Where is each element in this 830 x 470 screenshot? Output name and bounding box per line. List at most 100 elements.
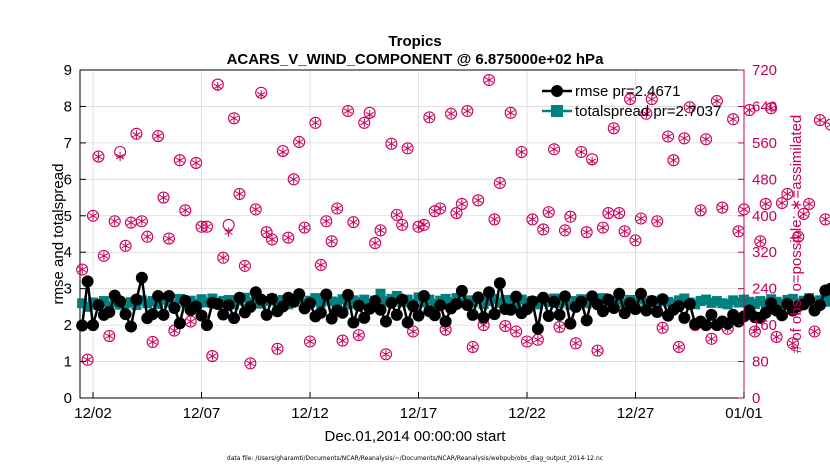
rmse-marker bbox=[483, 286, 496, 299]
totalspread-marker bbox=[787, 293, 798, 304]
totalspread-marker bbox=[326, 296, 337, 307]
rmse-marker bbox=[542, 310, 555, 322]
obs-possible-marker bbox=[157, 191, 170, 204]
obs-possible-marker bbox=[244, 357, 257, 370]
rmse-marker bbox=[146, 308, 159, 321]
obs-assimilated-marker bbox=[696, 205, 705, 215]
rmse-marker bbox=[255, 293, 268, 306]
rmse-marker bbox=[775, 309, 788, 322]
obs-assimilated-marker bbox=[235, 189, 244, 199]
obs-assimilated-marker bbox=[604, 208, 613, 218]
obs-possible-marker bbox=[445, 107, 458, 120]
totalspread-marker bbox=[440, 293, 451, 304]
obs-assimilated-marker bbox=[761, 199, 770, 209]
obs-assimilated-marker bbox=[186, 316, 195, 327]
obs-possible-marker bbox=[710, 94, 723, 108]
rmse-marker bbox=[439, 315, 452, 328]
obs-possible-marker bbox=[667, 154, 680, 167]
obs-possible-marker bbox=[748, 325, 761, 338]
obs-possible-marker bbox=[233, 187, 246, 200]
rmse-marker bbox=[705, 308, 718, 321]
obs-assimilated-marker bbox=[821, 214, 830, 224]
totalspread-marker bbox=[494, 297, 505, 308]
rmse-marker bbox=[510, 290, 523, 303]
obs-possible-marker bbox=[775, 196, 789, 210]
obs-possible-marker bbox=[407, 325, 420, 338]
obs-assimilated-marker bbox=[126, 218, 136, 228]
obs-assimilated-marker bbox=[804, 199, 814, 209]
obs-possible-marker bbox=[624, 93, 637, 106]
obs-assimilated-marker bbox=[191, 158, 201, 168]
totalspread-marker bbox=[337, 294, 348, 305]
obs-assimilated-marker bbox=[316, 260, 326, 270]
obs-assimilated-marker bbox=[788, 338, 798, 348]
obs-possible-marker bbox=[179, 204, 192, 217]
x-tick-label: 12/27 bbox=[617, 405, 655, 422]
obs-possible-marker bbox=[515, 145, 528, 159]
obs-assimilated-marker bbox=[398, 220, 407, 230]
rmse-marker bbox=[803, 293, 816, 306]
obs-assimilated-marker bbox=[528, 214, 537, 224]
totalspread-marker bbox=[728, 295, 739, 306]
obs-possible-marker bbox=[455, 197, 468, 210]
obs-assimilated-marker bbox=[620, 226, 629, 236]
rmse-marker bbox=[119, 308, 132, 321]
obs-assimilated-marker bbox=[701, 134, 711, 144]
rmse-marker bbox=[558, 290, 571, 303]
rmse-marker bbox=[222, 299, 235, 312]
obs-assimilated-marker bbox=[685, 102, 694, 112]
obs-assimilated-marker bbox=[132, 130, 141, 140]
obs-assimilated-marker bbox=[555, 322, 564, 332]
obs-assimilated-marker bbox=[278, 147, 288, 157]
obs-possible-marker bbox=[672, 340, 685, 354]
totalspread-marker bbox=[158, 294, 169, 305]
obs-assimilated-marker bbox=[360, 118, 369, 128]
obs-assimilated-marker bbox=[463, 106, 472, 116]
obs-assimilated-marker bbox=[495, 178, 505, 188]
obs-possible-marker bbox=[81, 353, 94, 366]
totalspread-marker bbox=[711, 296, 722, 307]
legend-spread-marker bbox=[551, 105, 563, 117]
obs-assimilated-marker bbox=[251, 204, 260, 214]
totalspread-marker bbox=[98, 296, 109, 307]
y-right-tick-label: 160 bbox=[752, 317, 777, 334]
rmse-marker bbox=[672, 300, 685, 313]
obs-assimilated-marker bbox=[539, 224, 548, 234]
rmse-marker bbox=[629, 303, 642, 316]
obs-assimilated-marker bbox=[403, 143, 412, 153]
data-file-footnote: data file: /Users/gharamti/Documents/NCA… bbox=[227, 455, 603, 462]
obs-possible-marker bbox=[656, 321, 669, 334]
obs-possible-marker bbox=[765, 102, 778, 115]
rmse-marker bbox=[412, 309, 425, 322]
obs-assimilated-marker bbox=[327, 236, 336, 246]
obs-assimilated-marker bbox=[631, 235, 640, 245]
obs-possible-marker bbox=[678, 132, 691, 145]
obs-possible-marker bbox=[705, 332, 718, 345]
rmse-marker bbox=[293, 288, 306, 301]
obs-assimilated-marker bbox=[170, 326, 179, 336]
obs-assimilated-marker bbox=[414, 222, 423, 232]
obs-possible-marker bbox=[645, 93, 658, 106]
rmse-marker bbox=[152, 289, 165, 302]
rmse-marker bbox=[417, 289, 430, 302]
obs-assimilated-marker bbox=[229, 113, 239, 123]
rmse-marker bbox=[824, 282, 830, 295]
rmse-marker bbox=[179, 294, 192, 307]
obs-assimilated-marker bbox=[143, 232, 152, 242]
totalspread-marker bbox=[272, 297, 283, 308]
totalspread-marker bbox=[315, 297, 326, 308]
rmse-marker bbox=[341, 288, 354, 301]
y-tick-label: 4 bbox=[64, 244, 72, 261]
totalspread-marker bbox=[77, 298, 88, 309]
rmse-marker bbox=[504, 303, 517, 316]
obs-assimilated-marker bbox=[511, 326, 521, 337]
rmse-marker bbox=[200, 319, 213, 332]
totalspread-marker bbox=[332, 297, 343, 308]
obs-assimilated-marker bbox=[240, 261, 250, 271]
obs-assimilated-marker bbox=[94, 152, 103, 162]
obs-assimilated-marker bbox=[99, 251, 109, 261]
obs-possible-marker bbox=[596, 221, 610, 234]
obs-assimilated-marker bbox=[642, 109, 651, 119]
rmse-marker bbox=[130, 293, 143, 306]
obs-assimilated-marker bbox=[506, 108, 515, 118]
